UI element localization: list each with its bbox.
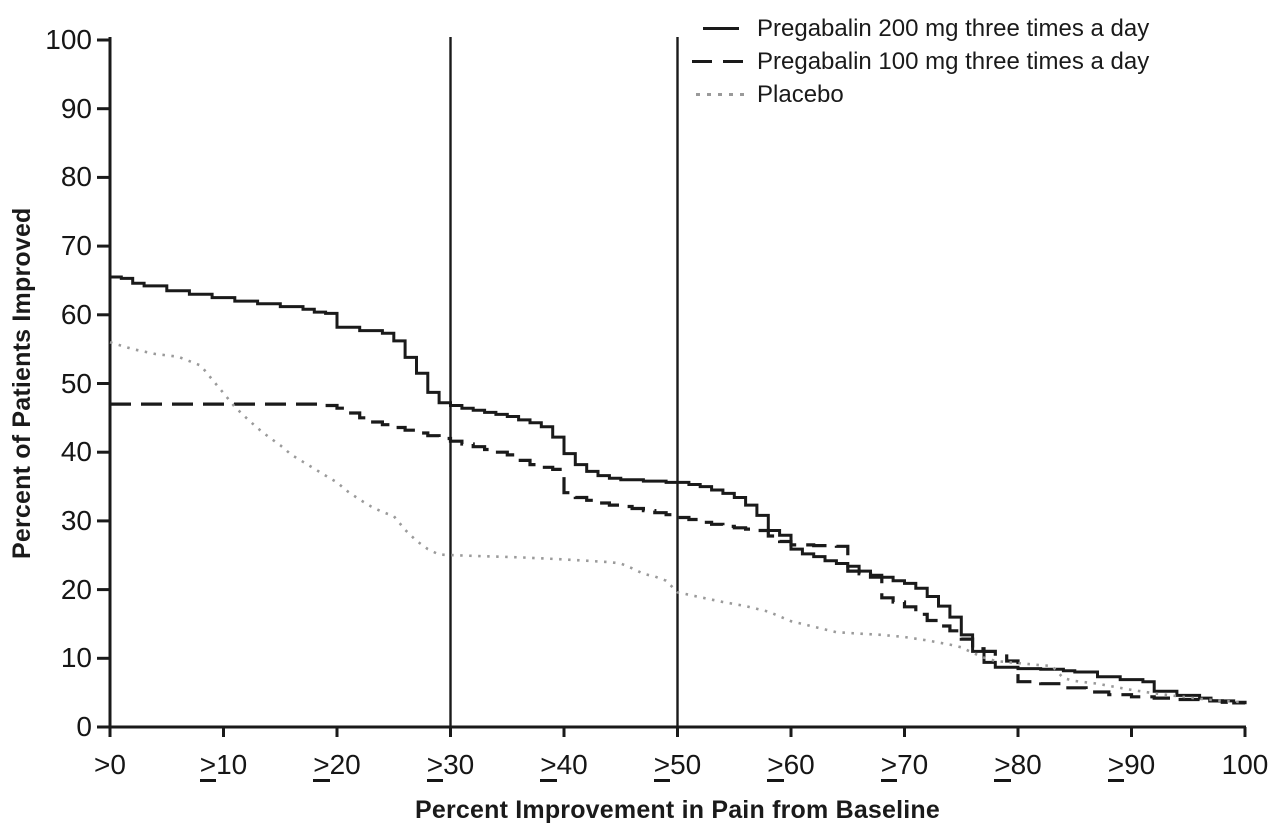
legend: Pregabalin 200 mg three times a day Preg… <box>692 14 1150 108</box>
y-tick-label-30: 30 <box>60 504 92 536</box>
y-tick-label-50: 50 <box>60 367 92 399</box>
y-tick-label-70: 70 <box>60 230 92 262</box>
x-tick-label-50: >50 <box>653 749 702 782</box>
x-tick-label-10: >10 <box>199 749 248 782</box>
dashed-line-swatch <box>692 60 750 63</box>
y-tick-label-90: 90 <box>60 92 92 124</box>
legend-label-pregabalin-100: Pregabalin 100 mg three times a day <box>757 47 1150 75</box>
x-tick-label-80: >80 <box>994 749 1042 782</box>
legend-item-placebo: Placebo <box>692 80 1149 108</box>
dotted-line-swatch <box>696 93 746 96</box>
y-tick-label-100: 100 <box>45 24 92 55</box>
y-tick-label-60: 60 <box>60 298 92 330</box>
x-tick-label-40: >40 <box>540 749 588 782</box>
series-line-0-solid <box>110 275 1247 705</box>
legend-item-pregabalin-200: Pregabalin 200 mg three times a day <box>692 14 1150 42</box>
x-tick-label-20: >20 <box>313 749 361 782</box>
solid-line-swatch <box>703 27 739 30</box>
legend-item-pregabalin-100: Pregabalin 100 mg three times a day <box>692 47 1150 75</box>
legend-label-placebo: Placebo <box>757 80 844 108</box>
x-tick-label-100: 100 <box>1221 749 1269 780</box>
legend-label-pregabalin-200: Pregabalin 200 mg three times a day <box>757 14 1150 42</box>
series-line-1-long-dash <box>110 402 1247 704</box>
y-tick-label-10: 10 <box>60 642 92 674</box>
y-tick-label-40: 40 <box>60 436 92 468</box>
x-axis-title: Percent Improvement in Pain from Baselin… <box>414 796 941 824</box>
y-tick-label-80: 80 <box>60 161 92 193</box>
x-tick-label-0: >0 <box>94 749 126 780</box>
y-tick-label-20: 20 <box>60 573 92 605</box>
x-tick-label-90: >90 <box>1107 749 1156 782</box>
x-tick-label-70: >70 <box>880 749 929 782</box>
y-tick-label-0: 0 <box>76 711 92 742</box>
x-tick-label-30: >30 <box>426 749 475 782</box>
x-tick-label-60: >60 <box>767 749 815 782</box>
